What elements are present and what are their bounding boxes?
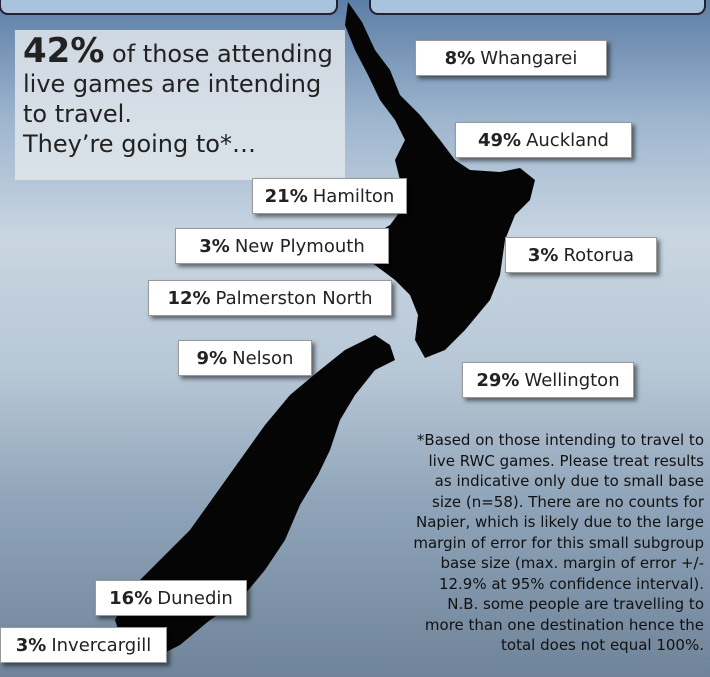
destination-label: 3% Invercargill	[0, 627, 167, 663]
destination-label: 9% Nelson	[178, 340, 312, 376]
destination-name: Rotorua	[563, 244, 635, 266]
destination-pct: 3%	[15, 634, 47, 656]
destination-pct: 29%	[476, 369, 520, 391]
destination-pct: 21%	[264, 185, 308, 207]
destination-label: 21% Hamilton	[252, 178, 407, 214]
destination-label: 29% Wellington	[462, 362, 634, 398]
destination-name: Whangarei	[480, 47, 578, 69]
destination-name: Nelson	[232, 347, 294, 369]
destination-label: 12% Palmerston North	[148, 280, 392, 316]
footnote-line: margin of error for this small subgroup	[413, 533, 704, 552]
headline-text: of those attending	[104, 40, 333, 68]
destination-pct: 49%	[477, 129, 522, 151]
destination-pct: 16%	[109, 587, 153, 609]
headline-text: to travel.	[23, 100, 132, 128]
footnote-line: total does not equal 100%.	[501, 636, 704, 654]
destination-label: 3% New Plymouth	[175, 228, 389, 264]
north-island	[345, 2, 535, 358]
destination-name: Wellington	[524, 369, 620, 391]
destination-name: Dunedin	[157, 587, 233, 609]
footnote: *Based on those intending to travel to li…	[413, 430, 704, 656]
destination-name: Invercargill	[51, 634, 152, 656]
destination-label: 8% Whangarei	[415, 40, 607, 76]
destination-name: Palmerston North	[215, 287, 373, 309]
destination-label: 3% Rotorua	[505, 237, 657, 273]
footnote-line: Napier, which is likely due to the large	[415, 513, 704, 531]
destination-name: Auckland	[526, 129, 609, 151]
destination-label: 49% Auckland	[455, 122, 632, 158]
destination-name: Hamilton	[312, 185, 395, 207]
headline-text: They’re going to*…	[23, 130, 256, 158]
footnote-line: 12.9% at 95% confidence interval).	[438, 574, 704, 593]
footnote-line: *Based on those intending to travel to	[416, 431, 704, 449]
top-panel	[369, 0, 706, 15]
destination-pct: 3%	[199, 235, 230, 257]
destination-pct: 8%	[444, 47, 476, 69]
destination-pct: 3%	[527, 244, 559, 266]
headline-pct: 42%	[23, 31, 105, 71]
destination-label: 16% Dunedin	[95, 580, 247, 616]
destination-pct: 9%	[196, 347, 228, 369]
footnote-line: more than one destination hence the	[424, 615, 704, 634]
footnote-line: size (n=58). There are no counts for	[432, 492, 704, 511]
top-panel	[0, 0, 338, 15]
headline: 42% of those attending live games are int…	[15, 30, 345, 180]
destination-pct: 12%	[167, 287, 211, 309]
footnote-line: as indicative only due to small base	[434, 472, 704, 490]
destination-name: New Plymouth	[234, 235, 365, 257]
footnote-line: base size (max. margin of error +/-	[440, 554, 704, 572]
footnote-line: live RWC games. Please treat results	[428, 451, 705, 470]
south-island	[115, 335, 395, 660]
footnote-line: N.B. some people are travelling to	[447, 595, 704, 613]
headline-text: live games are intending	[23, 70, 322, 98]
